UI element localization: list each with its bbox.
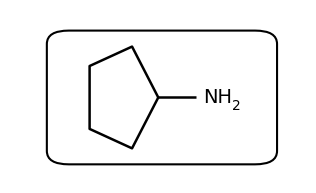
Text: NH: NH xyxy=(204,88,233,107)
Text: 2: 2 xyxy=(232,99,240,113)
FancyBboxPatch shape xyxy=(47,30,277,164)
